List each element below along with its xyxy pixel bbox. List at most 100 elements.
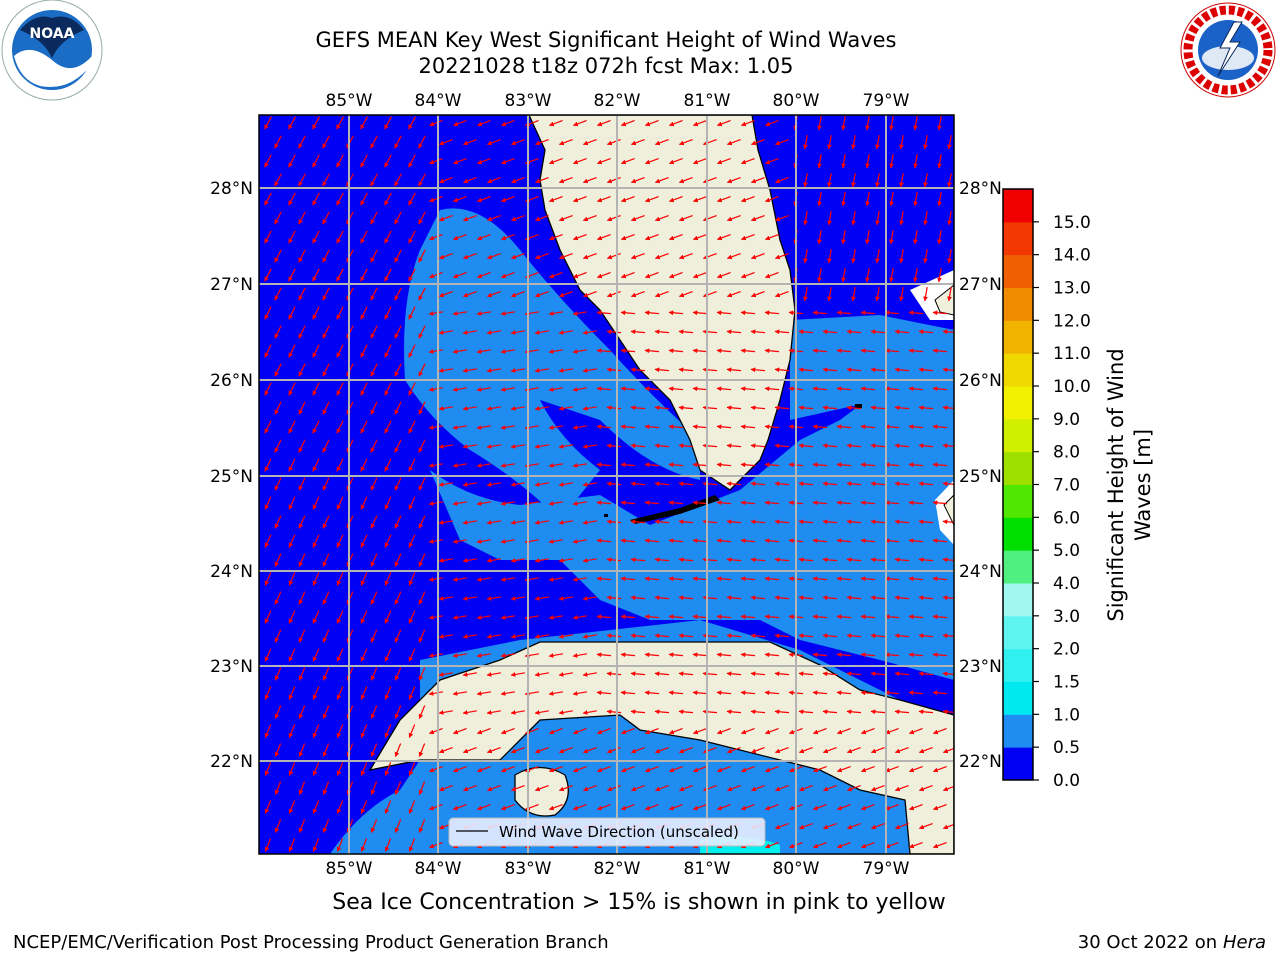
wave-arrow xyxy=(428,196,443,203)
wave-arrow xyxy=(740,310,756,316)
wave-arrow xyxy=(860,348,876,354)
wave-arrow xyxy=(264,420,272,434)
colorbar-tick-label: 2.0 xyxy=(1053,640,1080,660)
wave-arrow xyxy=(486,139,501,146)
wave-arrow xyxy=(462,444,478,449)
wave-arrow xyxy=(764,690,780,696)
wave-arrow xyxy=(322,515,330,529)
wave-arrow xyxy=(274,287,282,301)
wave-arrow xyxy=(452,577,468,582)
wave-arrow xyxy=(462,558,478,563)
wave-arrow xyxy=(798,405,814,411)
wave-arrow xyxy=(875,248,880,264)
wave-arrow xyxy=(774,291,789,298)
wave-arrow xyxy=(438,368,454,373)
wave-arrow xyxy=(322,781,330,795)
wave-arrow xyxy=(947,210,952,226)
wave-arrow xyxy=(620,690,636,696)
wave-arrow xyxy=(932,766,947,773)
wave-arrow xyxy=(812,804,827,811)
wave-arrow xyxy=(408,420,416,434)
wave-arrow xyxy=(654,215,669,222)
wave-arrow xyxy=(620,804,635,811)
wave-arrow xyxy=(942,519,954,525)
wave-arrow xyxy=(740,690,756,696)
colorbar-segment xyxy=(1003,583,1033,617)
wave-arrow xyxy=(322,135,330,149)
wave-arrow xyxy=(630,747,645,754)
wave-arrow xyxy=(668,272,683,279)
wave-arrow xyxy=(274,705,282,719)
wave-arrow xyxy=(288,610,296,624)
wave-arrow xyxy=(370,439,378,453)
wave-arrow xyxy=(418,439,426,453)
wave-arrow xyxy=(764,462,780,468)
wave-arrow xyxy=(452,311,468,316)
wave-arrow xyxy=(822,633,838,639)
wave-arrow xyxy=(264,192,272,206)
wave-height-region-mid xyxy=(430,390,954,680)
wave-arrow xyxy=(288,154,296,168)
wave-arrow xyxy=(726,177,741,184)
wave-arrow xyxy=(918,785,933,792)
wave-arrow xyxy=(774,557,790,563)
wave-arrow xyxy=(822,329,838,335)
wave-arrow xyxy=(384,724,392,738)
wave-arrow xyxy=(937,153,942,169)
colorbar-tick-label: 13.0 xyxy=(1053,279,1091,299)
wave-arrow xyxy=(394,173,402,187)
wave-arrow xyxy=(264,762,272,776)
wave-arrow xyxy=(572,653,588,658)
wave-arrow xyxy=(894,709,910,715)
wave-arrow xyxy=(534,520,550,525)
lon-label-top: 80°W xyxy=(773,91,820,111)
wave-arrow xyxy=(812,462,828,468)
wave-arrow xyxy=(716,538,732,544)
wave-arrow xyxy=(558,596,574,601)
wave-arrow xyxy=(889,191,894,207)
wave-arrow xyxy=(884,310,900,316)
wave-arrow xyxy=(312,154,320,168)
wave-arrow xyxy=(702,557,718,563)
wave-arrow xyxy=(918,671,934,677)
wave-arrow xyxy=(312,800,320,814)
wave-arrow xyxy=(812,728,827,735)
wave-arrow xyxy=(620,120,635,127)
wave-arrow xyxy=(798,633,814,639)
wave-arrow xyxy=(548,691,564,696)
wave-arrow xyxy=(654,177,669,184)
lon-label-bottom: 81°W xyxy=(684,859,731,879)
wave-arrow xyxy=(860,690,876,696)
wave-arrow xyxy=(630,367,646,373)
wave-arrow xyxy=(572,691,588,696)
wave-arrow xyxy=(558,406,574,411)
lon-label-bottom: 80°W xyxy=(773,859,820,879)
wave-arrow xyxy=(486,444,502,449)
wave-arrow xyxy=(908,462,924,468)
wave-arrow xyxy=(740,728,755,735)
wave-arrow xyxy=(558,520,574,525)
wave-arrow xyxy=(322,705,330,719)
wave-arrow xyxy=(476,766,491,773)
wave-arrow xyxy=(822,405,838,411)
wave-arrow xyxy=(606,595,622,601)
wave-arrow xyxy=(630,253,645,260)
wave-arrow xyxy=(298,705,306,719)
wave-arrow xyxy=(884,766,899,773)
wave-arrow xyxy=(884,614,900,620)
wave-arrow xyxy=(408,116,416,130)
wave-arrow xyxy=(630,139,645,146)
wave-arrow xyxy=(322,363,330,377)
wave-arrow xyxy=(923,134,928,150)
wave-arrow xyxy=(918,443,934,449)
wave-arrow xyxy=(606,329,622,335)
wave-arrow xyxy=(899,210,904,226)
wave-arrow xyxy=(274,629,282,643)
colorbar-segment xyxy=(1003,517,1033,551)
wave-arrow xyxy=(510,558,526,563)
wave-arrow xyxy=(822,823,837,830)
wave-arrow xyxy=(418,287,426,301)
wave-arrow xyxy=(394,249,402,263)
wave-arrow xyxy=(534,558,550,563)
wave-arrow xyxy=(942,405,954,411)
